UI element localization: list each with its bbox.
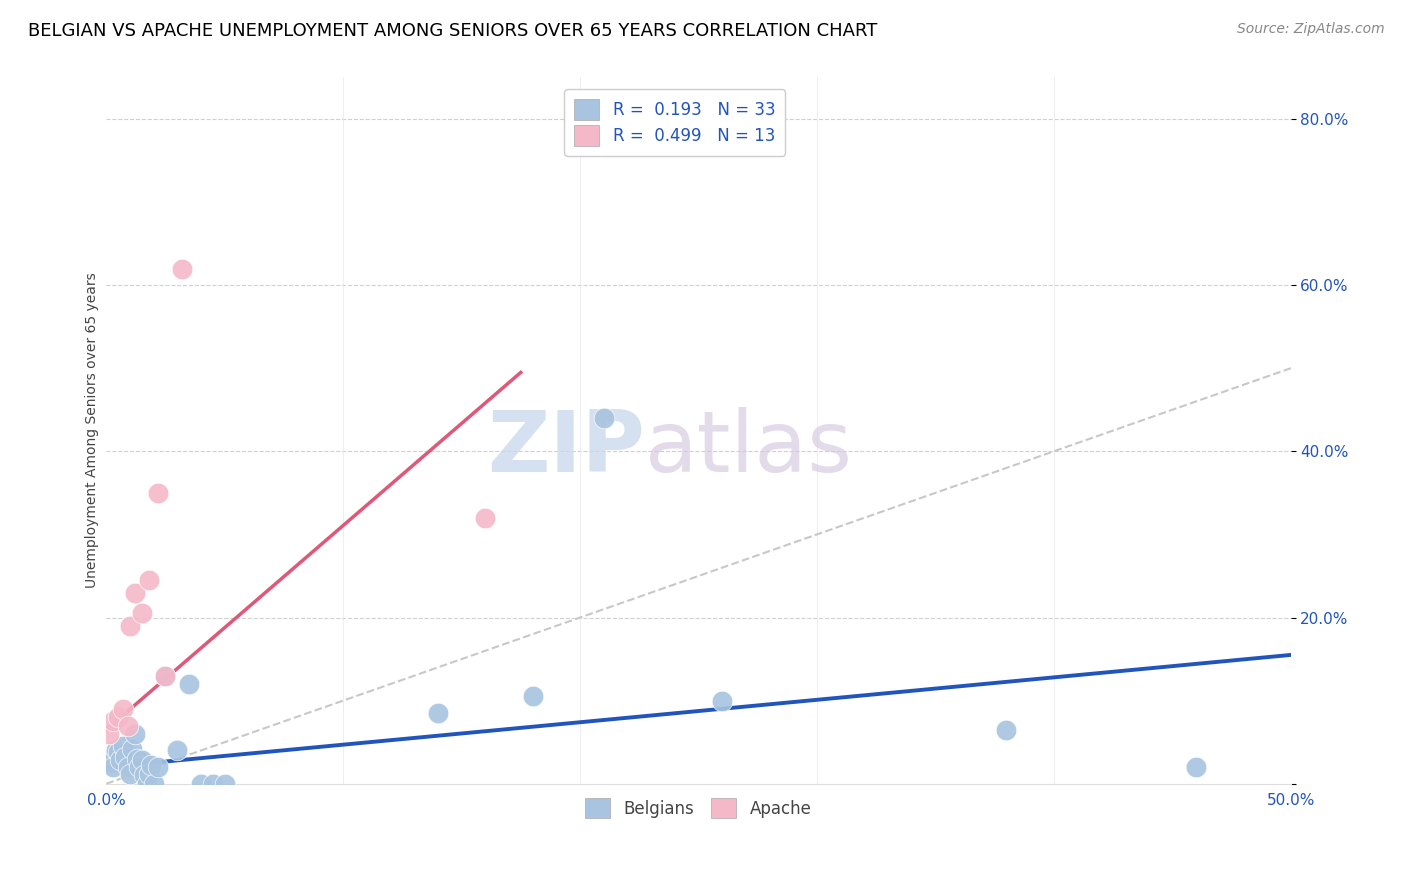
Point	[134, 768, 156, 782]
Point	[117, 760, 139, 774]
Point	[426, 706, 449, 720]
Point	[131, 607, 153, 621]
Point	[142, 777, 165, 791]
Point	[138, 573, 160, 587]
Point	[107, 745, 129, 759]
Point	[118, 766, 141, 780]
Point	[111, 702, 134, 716]
Point	[128, 760, 150, 774]
Point	[131, 754, 153, 768]
Point	[110, 754, 132, 768]
Point	[711, 693, 734, 707]
Point	[179, 677, 201, 691]
Text: Source: ZipAtlas.com: Source: ZipAtlas.com	[1237, 22, 1385, 37]
Point	[592, 411, 614, 425]
Point	[214, 777, 236, 791]
Point	[125, 752, 148, 766]
Point	[111, 739, 134, 754]
Point	[118, 619, 141, 633]
Point	[155, 669, 177, 683]
Point	[474, 511, 496, 525]
Point	[170, 261, 193, 276]
Y-axis label: Unemployment Among Seniors over 65 years: Unemployment Among Seniors over 65 years	[86, 273, 100, 589]
Point	[97, 752, 120, 766]
Point	[121, 742, 143, 756]
Point	[107, 710, 129, 724]
Point	[995, 723, 1018, 737]
Point	[117, 718, 139, 732]
Point	[148, 760, 170, 774]
Legend: Belgians, Apache: Belgians, Apache	[579, 791, 818, 825]
Point	[104, 743, 127, 757]
Point	[124, 727, 146, 741]
Point	[124, 585, 146, 599]
Point	[155, 669, 177, 683]
Point	[138, 766, 160, 780]
Point	[190, 777, 212, 791]
Text: BELGIAN VS APACHE UNEMPLOYMENT AMONG SENIORS OVER 65 YEARS CORRELATION CHART: BELGIAN VS APACHE UNEMPLOYMENT AMONG SEN…	[28, 22, 877, 40]
Point	[1185, 760, 1208, 774]
Point	[100, 756, 122, 770]
Point	[522, 690, 544, 704]
Point	[114, 750, 136, 764]
Point	[97, 727, 120, 741]
Point	[148, 486, 170, 500]
Point	[103, 714, 125, 729]
Text: ZIP: ZIP	[488, 407, 645, 490]
Point	[141, 758, 163, 772]
Point	[201, 777, 224, 791]
Point	[135, 777, 157, 791]
Point	[103, 760, 125, 774]
Text: atlas: atlas	[645, 407, 853, 490]
Point	[166, 743, 188, 757]
